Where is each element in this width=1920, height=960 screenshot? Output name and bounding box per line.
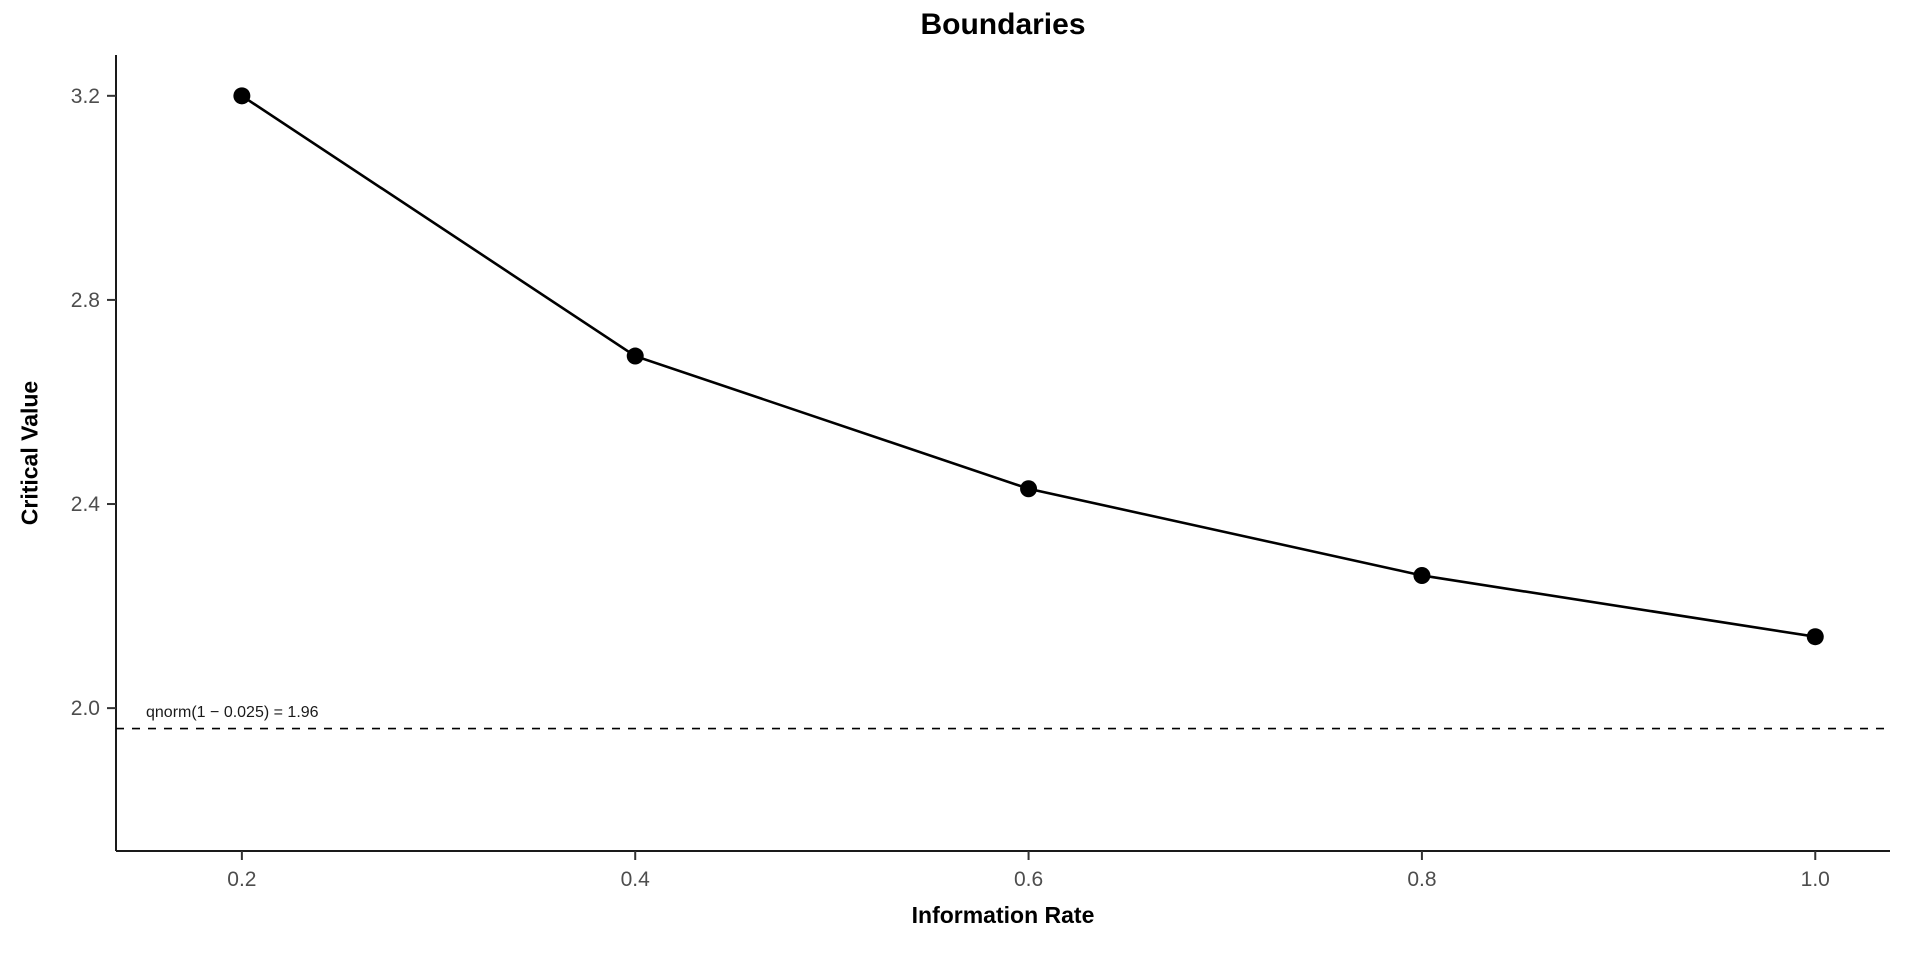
y-axis-tick-label: 2.4 — [71, 493, 101, 516]
data-point — [626, 347, 644, 365]
y-axis-tick-label: 3.2 — [71, 85, 100, 108]
x-axis-tick-label: 0.8 — [1407, 868, 1436, 891]
reference-line-label: qnorm(1 − 0.025) = 1.96 — [146, 704, 319, 721]
x-axis-tick-label: 0.6 — [1014, 868, 1043, 891]
x-axis-title: Information Rate — [911, 902, 1095, 928]
data-point — [1020, 480, 1038, 498]
y-axis-tick-label: 2.8 — [71, 289, 100, 312]
x-axis-tick-label: 0.2 — [227, 868, 256, 891]
chart-title: Boundaries — [920, 8, 1086, 41]
data-point — [1806, 628, 1824, 646]
y-axis-tick-label: 2.0 — [71, 697, 100, 720]
boundary-line — [241, 94, 1816, 638]
data-point — [233, 87, 251, 105]
x-axis-tick-label: 1.0 — [1801, 868, 1830, 891]
data-point — [1413, 566, 1431, 584]
x-axis-tick-label: 0.4 — [621, 868, 651, 891]
